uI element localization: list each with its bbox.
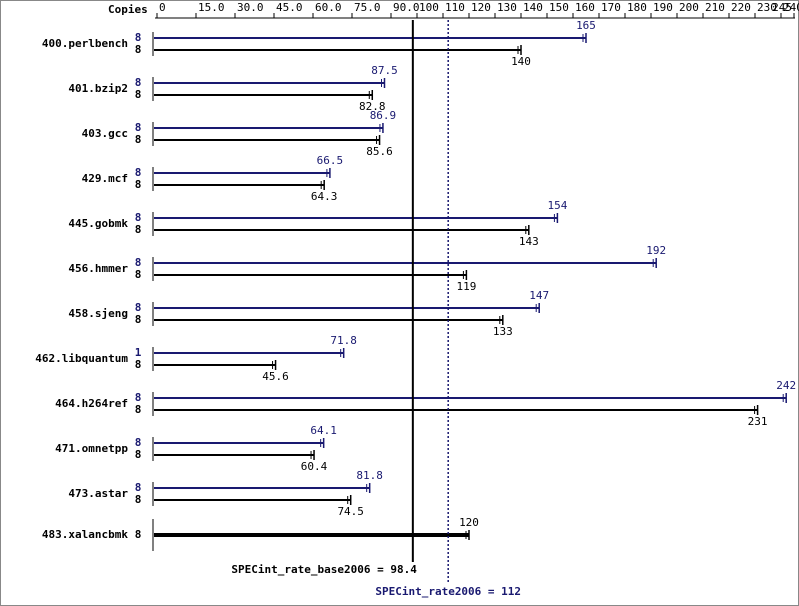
value-label: 81.8: [356, 469, 383, 482]
copies-label: 8: [135, 391, 142, 404]
value-label: 140: [511, 55, 531, 68]
x-tick-label: 15.0: [198, 1, 225, 14]
benchmark-label: 458.sjeng: [68, 307, 128, 320]
x-tick-label: 75.0: [354, 1, 381, 14]
reference-label: SPECint_rate_base2006 = 98.4: [231, 563, 417, 576]
benchmark-label: 429.mcf: [82, 172, 128, 185]
x-tick-label: 45.0: [276, 1, 303, 14]
benchmark-label: 464.h264ref: [55, 397, 128, 410]
copies-label: 8: [135, 88, 142, 101]
value-label: 64.1: [310, 424, 337, 437]
x-tick-label: 245: [772, 1, 792, 14]
axis-label: Copies: [108, 3, 148, 16]
benchmark-label: 400.perlbench: [42, 37, 128, 50]
copies-label: 8: [135, 403, 142, 416]
x-tick-label: 160: [575, 1, 595, 14]
copies-label: 8: [135, 178, 142, 191]
value-label: 154: [547, 199, 567, 212]
copies-label: 8: [135, 436, 142, 449]
value-label: 85.6: [366, 145, 393, 158]
reference-label: SPECint_rate2006 = 112: [375, 585, 521, 598]
copies-label: 8: [135, 133, 142, 146]
value-label: 119: [456, 280, 476, 293]
value-label: 45.6: [262, 370, 289, 383]
copies-label: 8: [135, 121, 142, 134]
x-tick-label: 200: [679, 1, 699, 14]
x-tick-label: 180: [627, 1, 647, 14]
x-tick-label: 220: [731, 1, 751, 14]
copies-label: 8: [135, 223, 142, 236]
x-tick-label: 30.0: [237, 1, 264, 14]
copies-label: 8: [135, 313, 142, 326]
value-label: 87.5: [371, 64, 398, 77]
copies-label: 8: [135, 493, 142, 506]
benchmark-label: 483.xalancbmk: [42, 528, 128, 541]
benchmark-label: 403.gcc: [82, 127, 128, 140]
copies-label: 8: [135, 481, 142, 494]
copies-label: 8: [135, 301, 142, 314]
benchmark-label: 471.omnetpp: [55, 442, 128, 455]
benchmark-label: 445.gobmk: [68, 217, 128, 230]
value-label: 242: [776, 379, 796, 392]
x-tick-label: 120: [471, 1, 491, 14]
copies-label: 8: [135, 448, 142, 461]
value-label: 143: [519, 235, 539, 248]
value-label: 74.5: [337, 505, 364, 518]
x-tick-label: 190: [653, 1, 673, 14]
x-tick-label: 60.0: [315, 1, 342, 14]
x-tick-label: 170: [601, 1, 621, 14]
value-label: 192: [646, 244, 666, 257]
x-tick-label: 130: [497, 1, 517, 14]
x-tick-label: 230: [757, 1, 777, 14]
copies-label: 8: [135, 358, 142, 371]
benchmark-label: 456.hmmer: [68, 262, 128, 275]
copies-label: 8: [135, 31, 142, 44]
benchmark-label: 401.bzip2: [68, 82, 128, 95]
copies-label: 8: [135, 166, 142, 179]
x-tick-label: 140: [523, 1, 543, 14]
copies-label: 1: [135, 346, 142, 359]
value-label: 120: [459, 516, 479, 529]
x-tick-label: 240: [783, 1, 799, 14]
copies-label: 8: [135, 211, 142, 224]
value-label: 66.5: [317, 154, 344, 167]
value-label: 147: [529, 289, 549, 302]
value-label: 60.4: [301, 460, 328, 473]
value-label: 71.8: [330, 334, 357, 347]
value-label: 82.8: [359, 100, 386, 113]
benchmark-label: 473.astar: [68, 487, 128, 500]
x-tick-label: 90.0: [393, 1, 420, 14]
value-label: 165: [576, 19, 596, 32]
x-tick-label: 0: [159, 1, 166, 14]
value-label: 133: [493, 325, 513, 338]
copies-label: 8: [135, 76, 142, 89]
x-tick-label: 100: [419, 1, 439, 14]
copies-label: 8: [135, 43, 142, 56]
x-tick-label: 210: [705, 1, 725, 14]
copies-label: 8: [135, 528, 142, 541]
copies-label: 8: [135, 268, 142, 281]
value-label: 64.3: [311, 190, 338, 203]
value-label: 86.9: [370, 109, 397, 122]
benchmark-label: 462.libquantum: [35, 352, 128, 365]
value-label: 231: [748, 415, 768, 428]
x-tick-label: 150: [549, 1, 569, 14]
x-tick-label: 110: [445, 1, 465, 14]
copies-label: 8: [135, 256, 142, 269]
